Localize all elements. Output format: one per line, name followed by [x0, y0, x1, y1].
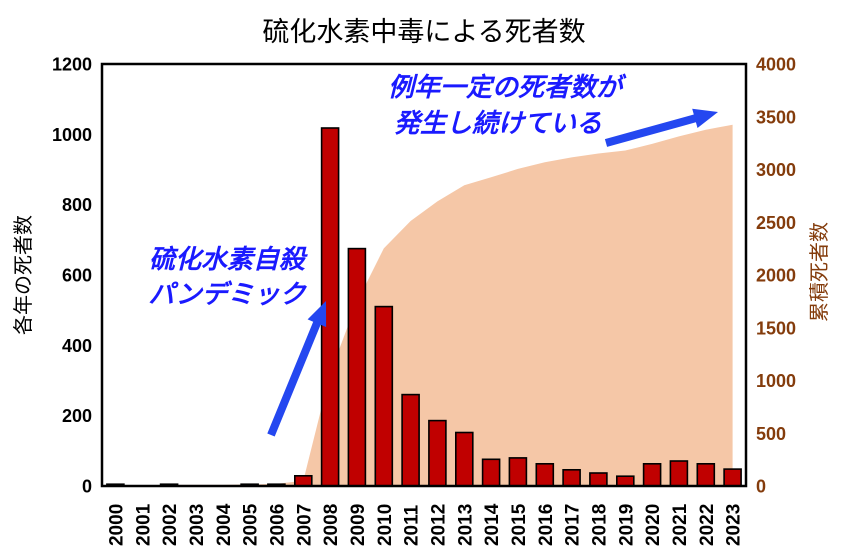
cumulative-area	[115, 124, 733, 486]
bar-2023	[723, 468, 742, 487]
bar-2015	[508, 457, 528, 487]
x-label-2008: 2008	[321, 504, 342, 546]
x-label-2000: 2000	[106, 504, 127, 546]
x-label-2014: 2014	[482, 503, 503, 546]
left-tick-1200: 1200	[52, 55, 92, 75]
x-label-2019: 2019	[616, 504, 637, 546]
chart-title: 硫化水素中毒による死者数	[262, 17, 585, 47]
right-tick-1000: 1000	[756, 371, 796, 391]
left-tick-600: 600	[62, 266, 92, 286]
left-tick-400: 400	[62, 336, 92, 356]
right-tick-500: 500	[756, 424, 786, 444]
arrow-pandemic	[267, 301, 327, 437]
bar-2016	[535, 462, 555, 487]
x-label-2018: 2018	[589, 504, 610, 546]
x-label-2006: 2006	[267, 504, 288, 546]
bar-2010	[374, 305, 394, 487]
left-tick-200: 200	[62, 406, 92, 426]
x-label-2010: 2010	[375, 504, 396, 546]
annotation-constant-deaths: 例年一定の死者数が 発生し続けている	[388, 72, 627, 138]
annotation-pandemic-line2: パンデミック	[148, 279, 307, 309]
bar-2007	[293, 474, 313, 487]
right-axis-tick-labels: 0 500 1000 1500 2000 2500 3000 3500 4000	[756, 55, 796, 497]
right-tick-3500: 3500	[756, 107, 796, 127]
annotation-pandemic: 硫化水素自殺 パンデミック	[148, 244, 308, 309]
annotation-constant-deaths-line2: 発生し続けている	[394, 108, 602, 138]
bar-2018	[589, 472, 608, 487]
x-label-2009: 2009	[348, 504, 369, 546]
x-label-2001: 2001	[133, 503, 154, 546]
annotation-arrows	[267, 108, 718, 437]
right-tick-4000: 4000	[756, 55, 796, 75]
left-tick-1000: 1000	[52, 125, 92, 145]
x-label-2005: 2005	[241, 503, 262, 546]
left-tick-0: 0	[82, 477, 92, 497]
bar-2017	[562, 468, 581, 487]
bar-2020	[642, 462, 662, 487]
bar-2012	[428, 419, 447, 487]
x-label-2023: 2023	[724, 504, 745, 546]
annual-bars-layer	[106, 127, 742, 487]
left-axis-title: 各年の死者数	[12, 215, 35, 335]
x-label-2003: 2003	[187, 504, 208, 546]
cumulative-area-layer	[115, 124, 733, 486]
x-axis-category-labels: 2000 2001 2002 2003 2004 2005 2006 2007 2008 2009…	[106, 503, 744, 546]
annotation-pandemic-line1: 硫化水素自殺	[149, 244, 308, 274]
x-label-2020: 2020	[643, 504, 664, 546]
x-label-2017: 2017	[563, 504, 584, 546]
x-label-2007: 2007	[294, 504, 315, 546]
x-label-2022: 2022	[697, 504, 718, 546]
bar-2009	[347, 247, 367, 487]
x-label-2015: 2015	[509, 503, 530, 546]
x-label-2016: 2016	[536, 504, 557, 546]
x-label-2021: 2021	[670, 503, 691, 546]
x-label-2002: 2002	[160, 504, 181, 546]
x-label-2013: 2013	[455, 504, 476, 546]
bar-2013	[454, 431, 474, 487]
x-label-2004: 2004	[214, 503, 235, 546]
left-tick-800: 800	[62, 195, 92, 215]
right-tick-2500: 2500	[756, 213, 796, 233]
bar-2019	[615, 475, 635, 487]
right-tick-3000: 3000	[756, 160, 796, 180]
left-axis-tick-labels: 0 200 400 600 800 1000 1200	[52, 55, 92, 497]
right-axis-title: 累積死者数	[808, 222, 831, 322]
right-tick-1500: 1500	[756, 318, 796, 338]
bar-2021	[669, 460, 689, 487]
arrow-constant-deaths	[604, 108, 718, 147]
right-tick-2000: 2000	[756, 266, 796, 286]
x-label-2011: 2011	[402, 504, 423, 546]
annotation-constant-deaths-line1: 例年一定の死者数が	[388, 72, 627, 102]
bar-2014	[481, 458, 501, 487]
right-tick-0: 0	[756, 477, 766, 497]
bar-2011	[401, 393, 420, 487]
plot-border	[100, 62, 748, 488]
bar-2022	[696, 462, 716, 487]
x-label-2012: 2012	[428, 504, 449, 546]
